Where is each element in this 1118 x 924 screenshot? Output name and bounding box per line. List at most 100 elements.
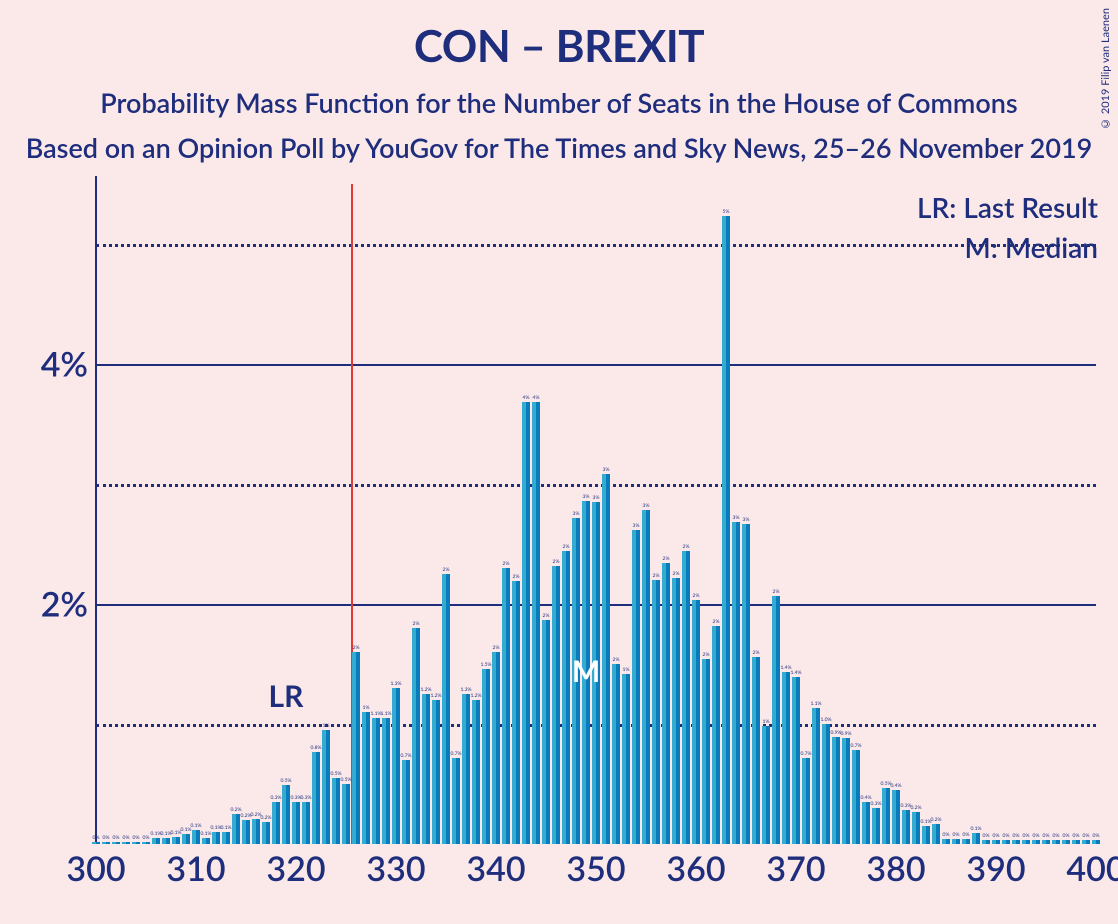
bar-value-label: 0.9% [841,731,852,737]
bar-value-label: 1.4% [791,670,802,676]
bar-value-label: 3% [643,503,650,509]
bar-value-label: 0% [1033,833,1040,839]
bar-value-label: 0.7% [401,753,412,759]
bar-value-label: 1.1% [811,701,822,707]
bar-value-label: 0.5% [281,778,292,784]
chart-subtitle-2: Based on an Opinion Poll by YouGov for T… [0,131,1118,164]
bar-value-label: 2% [353,645,360,651]
bar-value-label: 2% [713,619,720,625]
legend-lr: LR: Last Result [917,190,1098,224]
x-axis-label: 310 [166,848,225,889]
bar-value-label: 0.3% [301,795,312,801]
bar-value-label: 0% [1063,833,1070,839]
bar-value-label: 3% [573,511,580,517]
bar-value-label: 2% [413,621,420,627]
x-axis-label: 320 [266,848,325,889]
bar-value-label: 0.3% [271,795,282,801]
copyright-text: © 2019 Filip van Laenen [1099,8,1112,130]
x-axis-labels: 300310320330340350360370380390400 [96,848,1108,898]
last-result-marker: LR [269,678,304,714]
bar-value-label: 0.7% [801,751,812,757]
chart-legend: LR: Last Result M: Median [917,190,1098,270]
x-axis-label: 390 [966,848,1025,889]
bar-value-label: 0.1% [191,823,202,829]
bar-value-label: 1% [623,667,630,673]
bar-value-label: 0% [1013,833,1020,839]
bar-value-label: 1% [363,705,370,711]
x-axis-label: 370 [766,848,825,889]
bar-value-label: 3% [603,467,610,473]
bar-value-label: 0% [953,832,960,838]
chart-container: 0%0%0%0%0%0%0.1%0.1%0.1%0.1%0.1%0.1%0.1%… [0,172,1118,912]
bar-value-label: 0% [1073,833,1080,839]
bar-value-label: 0.2% [931,817,942,823]
bar-value-label: 2% [663,556,670,562]
bar-value-label: 3% [733,515,740,521]
bar-value-label: 2% [773,589,780,595]
bar-value-label: 0.1% [971,826,982,832]
bar-value-label: 0% [983,833,990,839]
median-marker: M [572,653,600,689]
bar-value-label: 2% [683,544,690,550]
bar-value-label: 0% [943,832,950,838]
x-axis-label: 360 [666,848,725,889]
bar-value-label: 2% [543,613,550,619]
bar-value-label: 0% [1083,833,1090,839]
bar-value-label: 1% [323,723,330,729]
y-axis-label: 2% [41,584,88,625]
bar-value-label: 0% [113,835,120,841]
bar-value-label: 0.2% [261,815,272,821]
bar-value-label: 0.1% [221,825,232,831]
bar-value-label: 0% [1023,833,1030,839]
chart-plot-area: 0%0%0%0%0%0%0.1%0.1%0.1%0.1%0.1%0.1%0.1%… [96,184,1108,844]
bar-value-label: 0.2% [911,805,922,811]
legend-m: M: Median [917,230,1098,264]
bar-value-label: 0% [1003,833,1010,839]
bar-value-label: 1.1% [381,711,392,717]
bar-value-label: 2% [703,652,710,658]
x-axis-label: 380 [866,848,925,889]
bar-value-label: 0.1% [201,831,212,837]
bar-value-label: 2% [553,559,560,565]
chart-subtitle-1: Probability Mass Function for the Number… [0,86,1118,119]
x-axis-label: 400 [1066,848,1118,889]
bar-value-label: 0% [103,835,110,841]
bar-value-label: 3% [583,494,590,500]
bar-value-label: 0.7% [451,751,462,757]
bar-value-label: 4% [533,395,540,401]
bar-value-label: 3% [593,495,600,501]
bar-value-label: 2% [613,657,620,663]
bar-value-label: 5% [723,209,730,215]
y-axis-label: 4% [41,344,88,385]
bar-value-label: 0% [1043,833,1050,839]
chart-title: CON – BREXIT [0,0,1118,72]
bar-value-label: 2% [653,573,660,579]
bar-value-label: 4% [523,395,530,401]
bar-value-label: 2% [503,561,510,567]
x-axis-label: 330 [366,848,425,889]
bar-value-label: 0% [993,833,1000,839]
bar-value-label: 1% [763,719,770,725]
bar-value-label: 0% [1053,833,1060,839]
bar-value-label: 1.5% [481,662,492,668]
bar-value-label: 3% [633,523,640,529]
bar-value-label: 0.8% [311,745,322,751]
bar-value-label: 0% [93,835,100,841]
bar-value-label: 3% [743,517,750,523]
bar-value-label: 2% [493,645,500,651]
bar-value-label: 0% [1093,833,1100,839]
bar-value-label: 1.2% [471,693,482,699]
bar-value-label: 2% [563,544,570,550]
bar-value-label: 2% [513,574,520,580]
bar-value-label: 0% [123,835,130,841]
bar-value-label: 0.3% [871,801,882,807]
bar-value-label: 0% [143,835,150,841]
bar-value-label: 2% [753,650,760,656]
bar-value-label: 2% [443,567,450,573]
bar-value-label: 0.5% [341,777,352,783]
bar-value-label: 2% [673,571,680,577]
bar-value-label: 1.2% [431,693,442,699]
bars-container: 0%0%0%0%0%0%0.1%0.1%0.1%0.1%0.1%0.1%0.1%… [96,184,1096,844]
bar-value-label: 1.0% [821,717,832,723]
x-axis-label: 350 [566,848,625,889]
